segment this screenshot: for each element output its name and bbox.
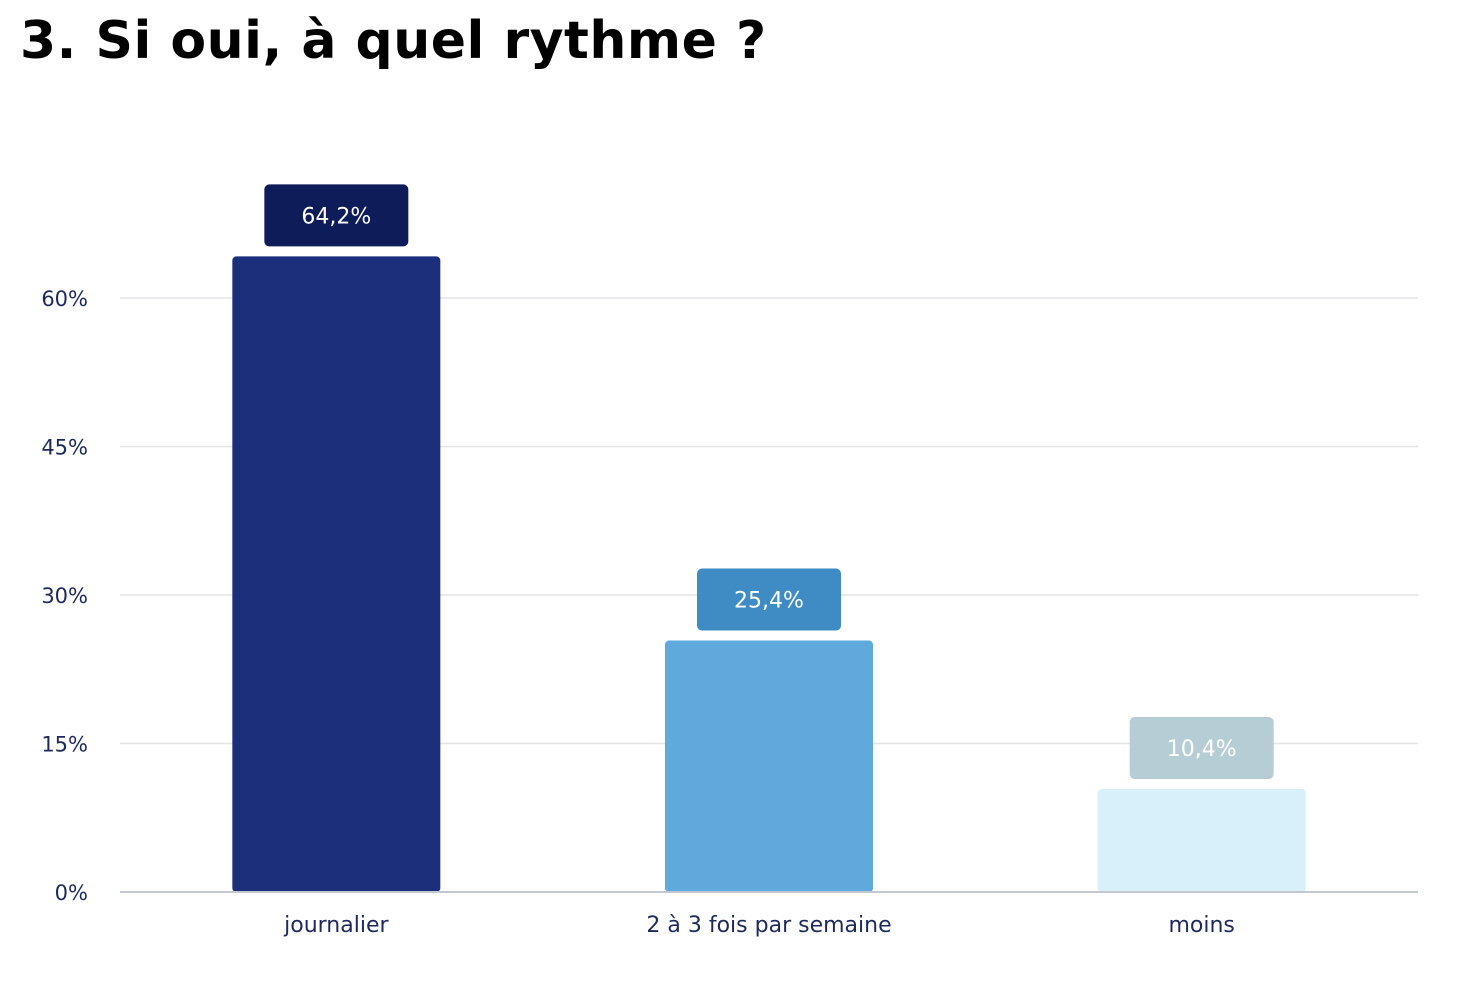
y-tick-label: 15% — [41, 733, 88, 757]
y-tick-label: 45% — [41, 436, 88, 460]
bars — [232, 256, 1306, 892]
bar — [232, 256, 441, 892]
y-tick-label: 60% — [41, 287, 88, 311]
bar — [1097, 789, 1306, 892]
value-label-box — [697, 568, 841, 631]
value-labels: 64,2% 25,4% 10,4% — [264, 184, 1274, 780]
value-label-box — [264, 184, 409, 247]
x-axis-categories: journalier 2 à 3 fois par semaine moins — [283, 913, 1235, 938]
category-label: 2 à 3 fois par semaine — [646, 913, 891, 938]
chart-title: 3. Si oui, à quel rythme ? — [20, 11, 767, 71]
category-label: journalier — [283, 913, 389, 938]
value-label: 10,4% — [1167, 737, 1237, 762]
value-label: 64,2% — [301, 204, 371, 229]
y-axis-ticks: 0% 15% 30% 45% 60% — [41, 287, 88, 905]
category-label: moins — [1168, 913, 1234, 938]
value-label: 25,4% — [734, 589, 804, 614]
y-tick-label: 30% — [41, 584, 88, 608]
value-label-box — [1129, 717, 1274, 780]
bar — [665, 640, 873, 892]
y-tick-label: 0% — [55, 881, 88, 905]
